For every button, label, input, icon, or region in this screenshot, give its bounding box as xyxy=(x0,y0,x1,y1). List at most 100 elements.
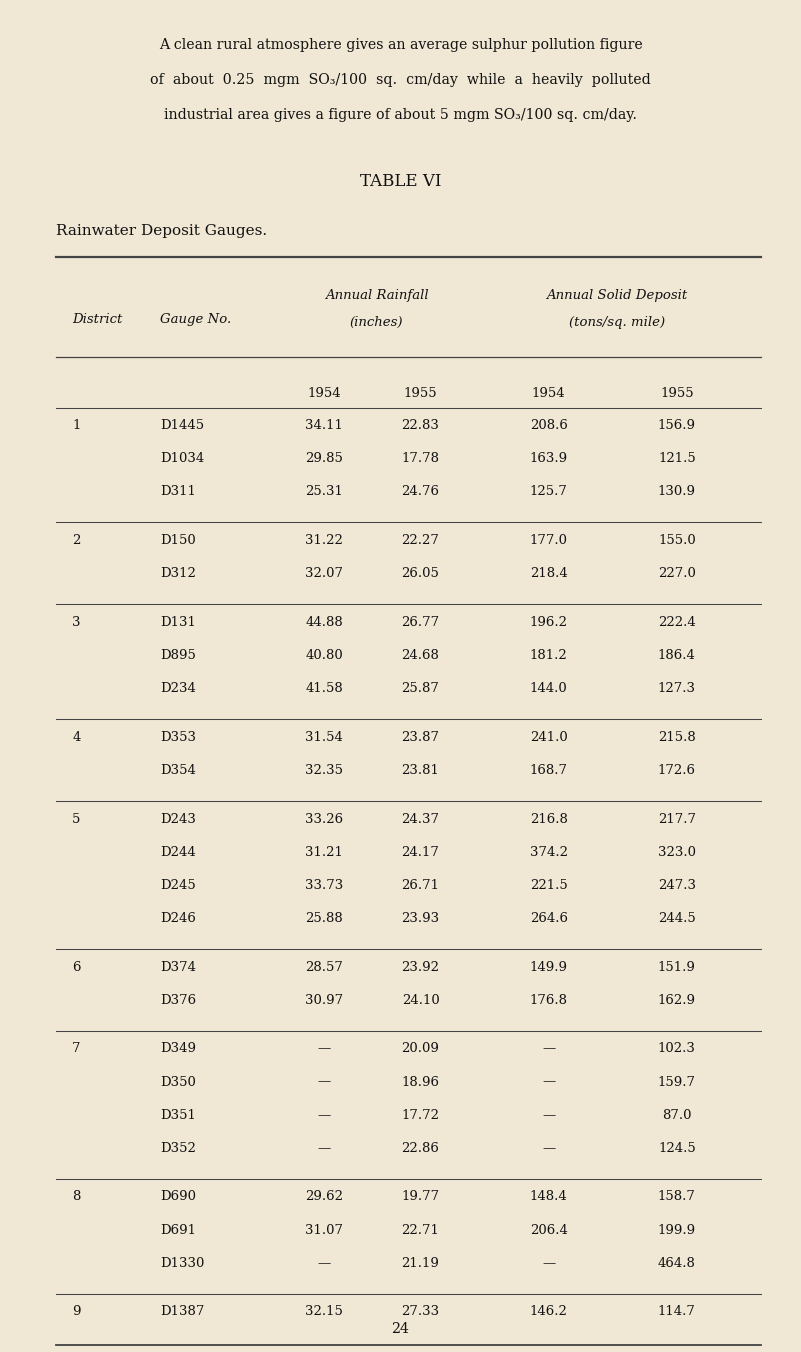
Text: 6: 6 xyxy=(72,961,81,973)
Text: —: — xyxy=(542,1076,555,1088)
Text: 22.83: 22.83 xyxy=(401,419,440,433)
Text: 25.87: 25.87 xyxy=(401,683,440,695)
Text: 216.8: 216.8 xyxy=(529,813,568,826)
Text: 17.72: 17.72 xyxy=(401,1109,440,1122)
Text: 151.9: 151.9 xyxy=(658,961,696,973)
Text: D1387: D1387 xyxy=(160,1306,204,1318)
Text: D234: D234 xyxy=(160,683,196,695)
Text: —: — xyxy=(318,1042,331,1056)
Text: 222.4: 222.4 xyxy=(658,617,696,629)
Text: 241.0: 241.0 xyxy=(529,731,568,744)
Text: —: — xyxy=(542,1042,555,1056)
Text: —: — xyxy=(318,1142,331,1155)
Text: 158.7: 158.7 xyxy=(658,1191,696,1203)
Text: 221.5: 221.5 xyxy=(529,879,568,892)
Text: 26.05: 26.05 xyxy=(401,568,440,580)
Text: D244: D244 xyxy=(160,846,196,859)
Text: 1955: 1955 xyxy=(660,387,694,400)
Text: D1330: D1330 xyxy=(160,1257,204,1270)
Text: D243: D243 xyxy=(160,813,196,826)
Text: Rainwater Deposit Gauges.: Rainwater Deposit Gauges. xyxy=(56,224,268,238)
Text: 247.3: 247.3 xyxy=(658,879,696,892)
Text: 144.0: 144.0 xyxy=(529,683,568,695)
Text: 208.6: 208.6 xyxy=(529,419,568,433)
Text: 23.81: 23.81 xyxy=(401,764,440,777)
Text: 34.11: 34.11 xyxy=(305,419,344,433)
Text: 33.73: 33.73 xyxy=(305,879,344,892)
Text: 3: 3 xyxy=(72,617,81,629)
Text: 148.4: 148.4 xyxy=(529,1191,568,1203)
Text: 24.68: 24.68 xyxy=(401,649,440,662)
Text: 30.97: 30.97 xyxy=(305,994,344,1007)
Text: —: — xyxy=(318,1257,331,1270)
Text: 1954: 1954 xyxy=(532,387,566,400)
Text: 181.2: 181.2 xyxy=(529,649,568,662)
Text: 17.78: 17.78 xyxy=(401,453,440,465)
Text: 156.9: 156.9 xyxy=(658,419,696,433)
Text: (inches): (inches) xyxy=(350,316,403,330)
Text: 18.96: 18.96 xyxy=(401,1076,440,1088)
Text: 124.5: 124.5 xyxy=(658,1142,696,1155)
Text: 159.7: 159.7 xyxy=(658,1076,696,1088)
Text: D312: D312 xyxy=(160,568,196,580)
Text: 264.6: 264.6 xyxy=(529,913,568,925)
Text: 163.9: 163.9 xyxy=(529,453,568,465)
Text: 40.80: 40.80 xyxy=(305,649,344,662)
Text: 218.4: 218.4 xyxy=(529,568,568,580)
Text: 196.2: 196.2 xyxy=(529,617,568,629)
Text: D150: D150 xyxy=(160,534,196,548)
Text: 7: 7 xyxy=(72,1042,81,1056)
Text: 31.54: 31.54 xyxy=(305,731,344,744)
Text: 32.15: 32.15 xyxy=(305,1306,344,1318)
Text: 28.57: 28.57 xyxy=(305,961,344,973)
Text: 8: 8 xyxy=(72,1191,80,1203)
Text: 26.71: 26.71 xyxy=(401,879,440,892)
Text: TABLE VI: TABLE VI xyxy=(360,173,441,191)
Text: 215.8: 215.8 xyxy=(658,731,696,744)
Text: Annual Solid Deposit: Annual Solid Deposit xyxy=(546,289,687,303)
Text: —: — xyxy=(542,1257,555,1270)
Text: 464.8: 464.8 xyxy=(658,1257,696,1270)
Text: 33.26: 33.26 xyxy=(305,813,344,826)
Text: D895: D895 xyxy=(160,649,196,662)
Text: 176.8: 176.8 xyxy=(529,994,568,1007)
Text: 199.9: 199.9 xyxy=(658,1224,696,1237)
Text: 9: 9 xyxy=(72,1306,81,1318)
Text: 22.27: 22.27 xyxy=(401,534,440,548)
Text: 32.07: 32.07 xyxy=(305,568,344,580)
Text: 22.71: 22.71 xyxy=(401,1224,440,1237)
Text: 155.0: 155.0 xyxy=(658,534,696,548)
Text: 23.93: 23.93 xyxy=(401,913,440,925)
Text: 1955: 1955 xyxy=(404,387,437,400)
Text: 24.17: 24.17 xyxy=(401,846,440,859)
Text: of  about  0.25  mgm  SO₃/100  sq.  cm/day  while  a  heavily  polluted: of about 0.25 mgm SO₃/100 sq. cm/day whi… xyxy=(150,73,651,87)
Text: 31.22: 31.22 xyxy=(305,534,344,548)
Text: A clean rural atmosphere gives an average sulphur pollution figure: A clean rural atmosphere gives an averag… xyxy=(159,38,642,51)
Text: 4: 4 xyxy=(72,731,80,744)
Text: 31.21: 31.21 xyxy=(305,846,344,859)
Text: 19.77: 19.77 xyxy=(401,1191,440,1203)
Text: D691: D691 xyxy=(160,1224,196,1237)
Text: (tons/sq. mile): (tons/sq. mile) xyxy=(569,316,665,330)
Text: 24: 24 xyxy=(392,1322,409,1336)
Text: 2: 2 xyxy=(72,534,80,548)
Text: —: — xyxy=(542,1142,555,1155)
Text: 323.0: 323.0 xyxy=(658,846,696,859)
Text: 162.9: 162.9 xyxy=(658,994,696,1007)
Text: D1034: D1034 xyxy=(160,453,204,465)
Text: Gauge No.: Gauge No. xyxy=(160,312,231,326)
Text: 25.88: 25.88 xyxy=(305,913,344,925)
Text: 24.37: 24.37 xyxy=(401,813,440,826)
Text: 244.5: 244.5 xyxy=(658,913,696,925)
Text: 31.07: 31.07 xyxy=(305,1224,344,1237)
Text: 29.62: 29.62 xyxy=(305,1191,344,1203)
Text: 374.2: 374.2 xyxy=(529,846,568,859)
Text: 27.33: 27.33 xyxy=(401,1306,440,1318)
Text: D1445: D1445 xyxy=(160,419,204,433)
Text: 102.3: 102.3 xyxy=(658,1042,696,1056)
Text: D350: D350 xyxy=(160,1076,196,1088)
Text: 114.7: 114.7 xyxy=(658,1306,696,1318)
Text: 32.35: 32.35 xyxy=(305,764,344,777)
Text: 22.86: 22.86 xyxy=(401,1142,440,1155)
Text: 177.0: 177.0 xyxy=(529,534,568,548)
